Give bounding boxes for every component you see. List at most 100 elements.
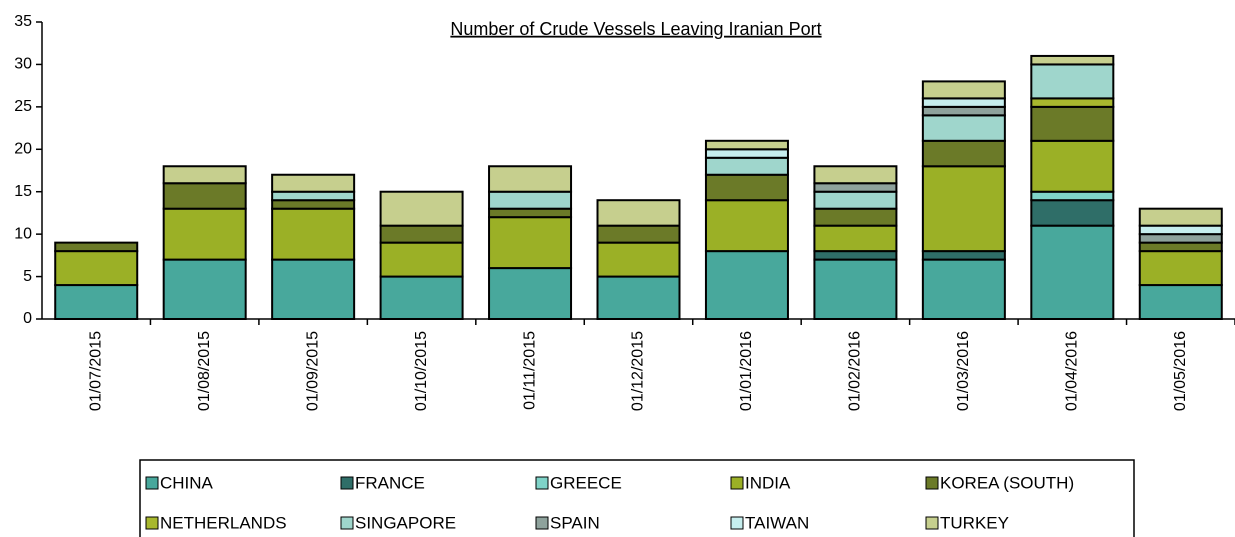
bar-segment bbox=[271, 199, 356, 210]
bar-segment bbox=[704, 199, 789, 253]
bar-segment bbox=[813, 224, 898, 253]
y-tick-label: 15 bbox=[14, 183, 32, 200]
bar-segment bbox=[1030, 139, 1115, 193]
bar-segment bbox=[1030, 190, 1115, 202]
legend-label: FRANCE bbox=[355, 473, 425, 492]
bar-segment bbox=[1030, 105, 1115, 142]
y-tick-label: 10 bbox=[14, 225, 32, 242]
x-tick-label: 01/02/2016 bbox=[847, 331, 864, 411]
bar-segment bbox=[813, 182, 898, 193]
legend-swatch bbox=[145, 476, 159, 490]
legend-label: TAIWAN bbox=[745, 513, 809, 532]
bar-segment bbox=[1138, 207, 1223, 227]
x-tick-label: 01/03/2016 bbox=[955, 331, 972, 411]
bar-segment bbox=[162, 182, 247, 210]
bar-segment bbox=[162, 165, 247, 185]
legend-label: NETHERLANDS bbox=[160, 513, 287, 532]
bar-segment bbox=[921, 139, 1006, 168]
y-tick-label: 0 bbox=[23, 310, 32, 327]
bar-segment bbox=[704, 148, 789, 159]
x-tick-label: 01/09/2015 bbox=[304, 331, 321, 411]
bar-segment bbox=[921, 105, 1006, 117]
bar-segment bbox=[271, 173, 356, 193]
legend-label: KOREA (SOUTH) bbox=[940, 473, 1074, 492]
bar-segment bbox=[488, 165, 573, 193]
bar-segment bbox=[921, 97, 1006, 108]
bar-segment bbox=[1030, 63, 1115, 100]
bar-segment bbox=[813, 165, 898, 185]
legend-swatch bbox=[535, 516, 549, 530]
bar-segment bbox=[488, 267, 573, 321]
bar-segment bbox=[813, 250, 898, 261]
legend-label: TURKEY bbox=[940, 513, 1009, 532]
bar-segment bbox=[813, 258, 898, 321]
bar-segment bbox=[921, 165, 1006, 253]
x-tick-label: 01/11/2015 bbox=[521, 331, 538, 410]
bar-segment bbox=[379, 241, 464, 278]
bar-segment bbox=[704, 156, 789, 176]
legend-swatch bbox=[535, 476, 549, 490]
legend-swatch bbox=[730, 516, 744, 530]
y-tick-label: 30 bbox=[14, 56, 32, 73]
bar-segment bbox=[1138, 250, 1223, 287]
bar-segment bbox=[54, 284, 139, 320]
bar-segment bbox=[921, 258, 1006, 321]
bar-segment bbox=[1138, 284, 1223, 320]
bar-segment bbox=[704, 250, 789, 320]
legend-box bbox=[139, 459, 1135, 537]
legend-swatch bbox=[925, 476, 939, 490]
bar-segment bbox=[379, 190, 464, 227]
legend-swatch bbox=[925, 516, 939, 530]
bar-segment bbox=[1138, 233, 1223, 244]
bar-segment bbox=[488, 190, 573, 210]
bar-segment bbox=[271, 207, 356, 261]
x-tick-label: 01/01/2016 bbox=[738, 331, 755, 411]
y-tick-label: 35 bbox=[14, 13, 32, 30]
y-tick-label: 5 bbox=[23, 268, 32, 285]
bar-segment bbox=[271, 190, 356, 202]
legend-swatch bbox=[340, 476, 354, 490]
x-tick-label: 01/10/2015 bbox=[413, 331, 430, 411]
x-tick-label: 01/07/2015 bbox=[87, 331, 104, 411]
x-tick-label: 01/05/2016 bbox=[1172, 331, 1189, 411]
legend-swatch bbox=[730, 476, 744, 490]
legend-label: CHINA bbox=[160, 473, 214, 492]
legend-swatch bbox=[340, 516, 354, 530]
bar-segment bbox=[54, 250, 139, 287]
bar-segment bbox=[379, 224, 464, 244]
chart-title: Number of Crude Vessels Leaving Iranian … bbox=[450, 19, 821, 39]
bar-segment bbox=[1030, 97, 1115, 108]
bar-segment bbox=[488, 207, 573, 219]
bar-segment bbox=[1030, 199, 1115, 227]
legend-label: SINGAPORE bbox=[355, 513, 456, 532]
y-tick-label: 20 bbox=[14, 141, 32, 158]
y-tick-label: 25 bbox=[14, 98, 32, 115]
legend-label: SPAIN bbox=[550, 513, 600, 532]
bar-segment bbox=[1030, 224, 1115, 321]
bar-segment bbox=[596, 275, 681, 321]
bar-segment bbox=[162, 258, 247, 321]
bar-segment bbox=[162, 207, 247, 261]
bar-segment bbox=[1138, 224, 1223, 236]
bar-segment bbox=[1138, 241, 1223, 253]
bar-segment bbox=[596, 199, 681, 227]
bar-segment bbox=[488, 216, 573, 270]
bar-segment bbox=[921, 250, 1006, 261]
x-tick-label: 01/08/2015 bbox=[196, 331, 213, 411]
bar-segment bbox=[54, 241, 139, 253]
bar-segment bbox=[1030, 54, 1115, 66]
legend-label: GREECE bbox=[550, 473, 622, 492]
x-tick-label: 01/12/2015 bbox=[630, 331, 647, 411]
bar-segment bbox=[379, 275, 464, 321]
bar-segment bbox=[813, 207, 898, 227]
bar-segment bbox=[921, 80, 1006, 100]
legend-label: INDIA bbox=[745, 473, 791, 492]
bar-segment bbox=[596, 241, 681, 278]
bar-segment bbox=[921, 114, 1006, 142]
bar-segment bbox=[813, 190, 898, 210]
bar-segment bbox=[271, 258, 356, 321]
bar-segment bbox=[704, 139, 789, 151]
legend-swatch bbox=[145, 516, 159, 530]
bar-segment bbox=[596, 224, 681, 244]
